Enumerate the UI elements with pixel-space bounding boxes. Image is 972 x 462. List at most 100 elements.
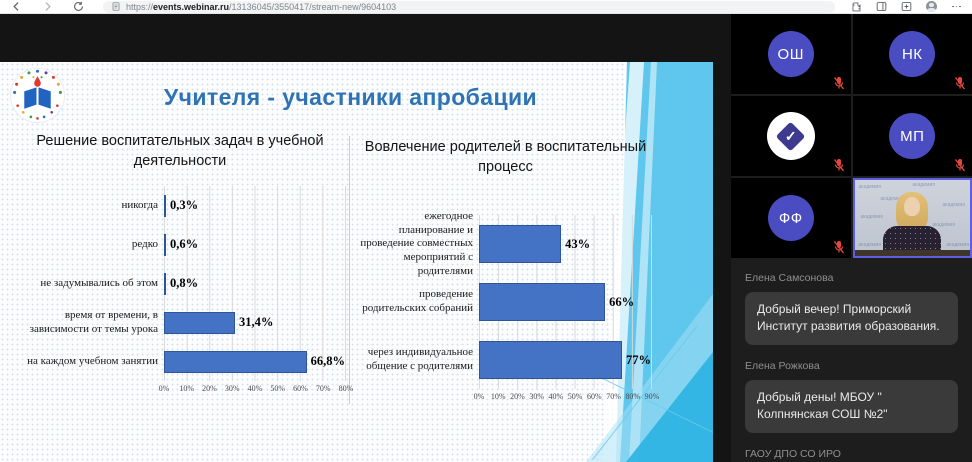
axis-tick-label: 80%: [338, 384, 354, 394]
axis-tick-label: 20%: [202, 384, 217, 394]
chart-category-label: не задумывались об этом: [40, 276, 158, 289]
participant-tile[interactable]: МП: [852, 96, 972, 176]
chart-teaching-tasks: Решение воспитательных задач в учебной д…: [14, 132, 354, 396]
axis-tick-label: 20%: [510, 392, 525, 402]
chart-category-labels: ежегодное планирование и проведение совм…: [359, 209, 479, 404]
video-watermark: академия: [858, 184, 882, 190]
chat-sender: Елена Рожкова: [745, 359, 820, 372]
participant-tile[interactable]: ОШ: [731, 14, 851, 94]
chart-value-label: 31,4%: [239, 315, 274, 330]
presentation-stage: Учителя - участники апробации Решение во…: [0, 14, 731, 462]
chart-category-label: редко: [131, 237, 158, 250]
axis-tick-label: 30%: [529, 392, 544, 402]
mic-muted-icon: [833, 240, 845, 254]
video-watermark: академия: [912, 182, 936, 188]
video-watermark: академия: [860, 214, 884, 220]
slide-title: Учителя - участники апробации: [163, 84, 538, 110]
chart-bar-row: 77%: [479, 331, 651, 389]
forward-button[interactable]: [41, 0, 54, 13]
axis-tick-label: 0%: [158, 384, 170, 394]
desk: [854, 250, 970, 256]
chart-bar-row: 0,6%: [164, 225, 345, 264]
chart-title: Вовлечение родителей в воспитательный пр…: [364, 139, 647, 175]
chart-value-label: 0,6%: [170, 237, 199, 252]
chart-bar: [479, 225, 562, 264]
axis-tick-label: 40%: [548, 392, 564, 402]
axis-tick-label: 50%: [270, 384, 286, 394]
chart-divider: [349, 136, 350, 404]
participant-tile[interactable]: ФФ: [731, 178, 851, 258]
chart-bar-row: 0,8%: [164, 264, 345, 303]
chart-category-label: ежегодное планирование и проведение совм…: [360, 209, 473, 277]
chart-bar-row: 66%: [479, 273, 651, 331]
chart-category-label: через индивидуальное общение с родителям…: [366, 346, 473, 373]
chart-category-label: время от времени, в зависимости от темы …: [29, 308, 158, 335]
chart-bar: [164, 272, 166, 295]
chart-x-axis: 0% 10% 20% 30% 40% 50% 60% 70% 80%: [159, 384, 354, 396]
chart-value-label: 77%: [626, 352, 651, 367]
mic-muted-icon: [954, 158, 966, 172]
axis-tick-label: 0%: [473, 392, 485, 402]
video-watermark: академия: [932, 222, 956, 228]
participant-logo: ✓: [766, 112, 815, 160]
mic-muted-icon: [954, 76, 966, 90]
menu-icon[interactable]: [951, 1, 962, 12]
back-button[interactable]: [10, 0, 23, 13]
participant-grid: ОШ НК ✓ МП ФФ академия академия академия академи…: [731, 14, 972, 258]
chart-bar-row: 31,4%: [164, 303, 345, 342]
chart-bar-row: 43%: [479, 215, 651, 273]
axis-tick-label: 10%: [179, 384, 195, 394]
axis-tick-label: 90%: [644, 392, 660, 402]
chat-panel[interactable]: Елена Самсонова Добрый вечер! Приморский …: [731, 258, 972, 462]
chart-category-label: на каждом учебном занятии: [27, 354, 158, 367]
participant-tile[interactable]: академия академия академия академия академия…: [852, 178, 972, 258]
chart-value-label: 66%: [609, 294, 635, 309]
avatar-initials: ФФ: [778, 209, 803, 227]
browser-toolbar: https://events.webinar.ru/13136045/35504…: [0, 0, 972, 14]
video-watermark: академия: [946, 242, 970, 248]
chart-value-label: 43%: [565, 236, 591, 251]
extensions-icon[interactable]: [851, 1, 862, 12]
mic-muted-icon: [833, 158, 845, 172]
axis-tick-label: 70%: [606, 392, 621, 402]
axis-tick-label: 60%: [293, 384, 308, 394]
chart-value-label: 0,3%: [170, 198, 199, 213]
chart-bar: [164, 350, 307, 373]
avatar-initials: ОШ: [777, 45, 804, 63]
video-watermark: академия: [880, 196, 904, 202]
page-info-icon[interactable]: [112, 2, 120, 11]
url-bar[interactable]: https://events.webinar.ru/13136045/35504…: [103, 0, 835, 13]
video-watermark: академия: [942, 202, 966, 208]
participant-tile[interactable]: ✓: [731, 96, 851, 176]
chart-bar-row: 0,3%: [164, 186, 345, 225]
prosveshchenie-logo: [10, 68, 65, 123]
chat-sender: ГАОУ ДПО СО ИРО: [745, 447, 841, 460]
reload-button[interactable]: [72, 0, 85, 13]
axis-tick-label: 40%: [247, 384, 263, 394]
profile-avatar[interactable]: [926, 1, 937, 12]
axis-tick-label: 30%: [224, 384, 240, 394]
chart-parent-involvement: Вовлечение родителей в воспитательный пр…: [359, 138, 659, 404]
webinar-sidebar: ОШ НК ✓ МП ФФ академия академия академия академи…: [731, 14, 972, 462]
chart-title: Решение воспитательных задач в учебной д…: [36, 133, 324, 169]
axis-tick-label: 60%: [586, 392, 602, 402]
participant-tile[interactable]: НК: [852, 14, 972, 94]
avatar-initials: НК: [901, 45, 923, 63]
axis-tick-label: 50%: [567, 392, 583, 402]
checkmark-icon: ✓: [784, 127, 797, 144]
chart-bar: [164, 311, 236, 334]
new-tab-icon[interactable]: [901, 1, 912, 12]
participant-avatar: МП: [889, 113, 936, 159]
chart-bar-row: 66,8%: [164, 342, 345, 381]
axis-tick-label: 70%: [315, 384, 331, 394]
axis-tick-label: 10%: [490, 392, 506, 402]
chart-bar: [164, 233, 166, 256]
slide: Учителя - участники апробации Решение во…: [0, 62, 713, 462]
chart-bar: [479, 341, 622, 380]
chat-sender: Елена Самсонова: [745, 272, 834, 284]
chart-plot-area: 43% 66% 77%: [479, 215, 652, 390]
chart-category-labels: никогда редко не задумывались об этом время…: [14, 186, 164, 396]
side-panel-icon[interactable]: [876, 1, 887, 12]
participant-avatar: ОШ: [767, 31, 814, 77]
chart-value-label: 66,8%: [310, 354, 345, 369]
